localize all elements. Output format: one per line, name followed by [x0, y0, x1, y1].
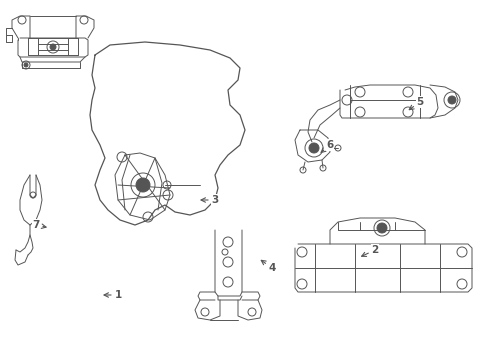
Text: 5: 5	[409, 97, 424, 110]
Circle shape	[309, 143, 319, 153]
Text: 2: 2	[362, 245, 379, 256]
Circle shape	[50, 44, 56, 50]
Circle shape	[136, 178, 150, 192]
Text: 6: 6	[321, 140, 334, 152]
Circle shape	[24, 63, 28, 67]
Text: 7: 7	[32, 220, 46, 230]
Circle shape	[448, 96, 456, 104]
Text: 3: 3	[201, 195, 219, 205]
Text: 1: 1	[104, 290, 122, 300]
Text: 4: 4	[261, 260, 276, 273]
Circle shape	[377, 223, 387, 233]
